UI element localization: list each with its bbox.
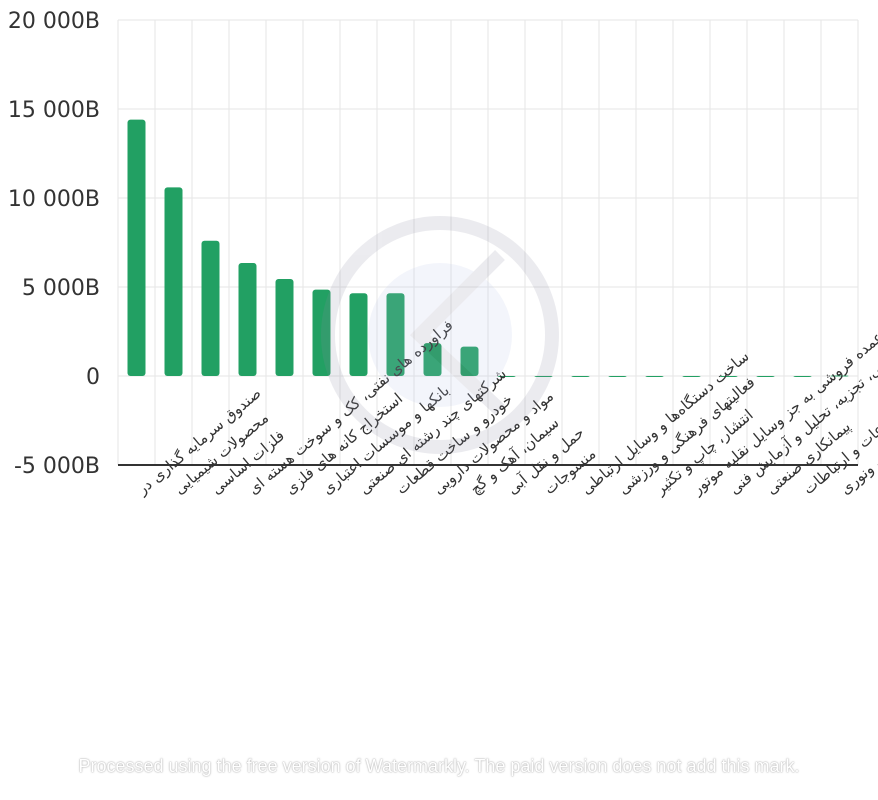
bar[interactable] bbox=[312, 289, 331, 376]
bar-layer bbox=[127, 119, 849, 377]
bar[interactable] bbox=[423, 343, 442, 376]
bar[interactable] bbox=[238, 262, 257, 376]
y-axis-ticks: -5 000B 0 5 000B 10 000B 15 000B 20 000B bbox=[8, 9, 100, 479]
bar[interactable] bbox=[164, 187, 183, 376]
bar[interactable] bbox=[682, 376, 701, 377]
y-tick-label: 10 000B bbox=[8, 187, 100, 212]
bar[interactable] bbox=[127, 119, 146, 377]
y-tick-label: -5 000B bbox=[14, 454, 100, 479]
watermark-logo-icon bbox=[321, 216, 559, 454]
watermark-footer-text: Processed using the free version of Wate… bbox=[78, 756, 800, 776]
bar[interactable] bbox=[719, 376, 738, 377]
y-tick-label: 15 000B bbox=[8, 98, 100, 123]
bar[interactable] bbox=[608, 376, 627, 377]
bar[interactable] bbox=[201, 240, 220, 376]
bar[interactable] bbox=[275, 278, 294, 376]
grid-layer bbox=[117, 19, 859, 465]
bar[interactable] bbox=[497, 376, 516, 377]
y-tick-label: 20 000B bbox=[8, 9, 100, 34]
bar[interactable] bbox=[571, 376, 590, 377]
bar[interactable] bbox=[793, 376, 812, 377]
bar[interactable] bbox=[460, 346, 479, 376]
bar[interactable] bbox=[756, 376, 775, 377]
y-tick-label: 0 bbox=[86, 365, 100, 390]
bar[interactable] bbox=[534, 376, 553, 377]
y-tick-label: 5 000B bbox=[22, 276, 100, 301]
bar[interactable] bbox=[386, 293, 405, 376]
bar[interactable] bbox=[349, 293, 368, 376]
bar[interactable] bbox=[645, 376, 664, 377]
bar[interactable] bbox=[830, 375, 849, 377]
